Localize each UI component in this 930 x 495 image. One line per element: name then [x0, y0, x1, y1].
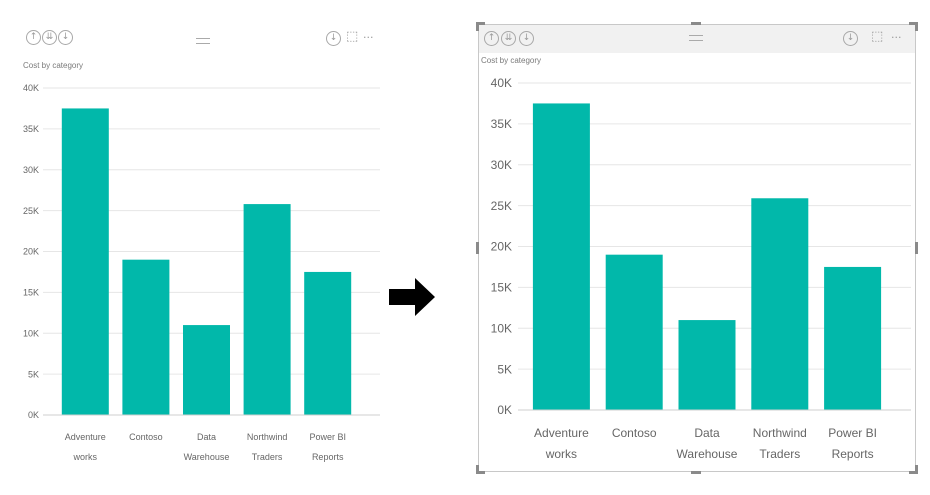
x-category-label: Reports: [312, 452, 344, 462]
drill-down-icon[interactable]: ↓: [519, 31, 534, 46]
download-icon[interactable]: ↓: [326, 31, 341, 46]
x-category-label: Warehouse: [184, 452, 230, 462]
x-category-label: Power BI: [309, 432, 346, 442]
bar[interactable]: [605, 254, 663, 410]
resize-handle[interactable]: [476, 471, 485, 474]
y-tick-label: 30K: [23, 165, 39, 175]
x-category-label: Contoso: [612, 426, 657, 440]
y-tick-label: 30K: [491, 158, 512, 172]
more-options-icon[interactable]: ···: [363, 31, 374, 44]
y-tick-label: 25K: [23, 206, 39, 216]
x-category-label: Data: [197, 432, 216, 442]
resize-handle[interactable]: [909, 22, 918, 25]
x-category-label: Warehouse: [677, 447, 738, 461]
y-tick-label: 15K: [491, 281, 512, 295]
drill-up-icon[interactable]: ↑: [484, 31, 499, 46]
y-tick-label: 35K: [491, 117, 512, 131]
resize-handle[interactable]: [915, 22, 918, 31]
y-tick-label: 10K: [23, 328, 39, 338]
left-visual: ↑ ⇊ ↓ ↓ ⬚ ··· Cost by category 0K 5K 10K 15…: [20, 24, 382, 470]
resize-handle[interactable]: [476, 22, 485, 25]
focus-mode-icon[interactable]: ⬚: [871, 29, 884, 44]
bar[interactable]: [751, 198, 809, 410]
y-tick-label: 5K: [497, 362, 512, 376]
x-category-label: Adventure: [65, 432, 106, 442]
right-arrow-icon: [389, 278, 435, 316]
bar[interactable]: [122, 259, 170, 415]
more-options-icon[interactable]: ···: [891, 31, 902, 44]
resize-handle[interactable]: [476, 242, 479, 254]
resize-handle[interactable]: [691, 22, 701, 25]
y-tick-label: 20K: [23, 247, 39, 257]
x-category-label: Traders: [252, 452, 283, 462]
x-category-label: Traders: [759, 447, 800, 461]
drill-down-icon[interactable]: ↓: [58, 30, 73, 45]
right-visual: ↑ ⇊ ↓ ↓ ⬚ ··· Cost by category 0K 5K 10K 15…: [476, 22, 918, 474]
y-tick-label: 0K: [497, 403, 512, 417]
resize-handle[interactable]: [691, 471, 701, 474]
bar[interactable]: [61, 108, 109, 415]
drill-up-icon[interactable]: ↑: [26, 30, 41, 45]
expand-all-down-icon[interactable]: ⇊: [501, 31, 516, 46]
visual-header: [479, 25, 915, 53]
x-category-label: Northwind: [247, 432, 288, 442]
x-category-label: Adventure: [534, 426, 589, 440]
y-tick-label: 20K: [491, 240, 512, 254]
x-category-label: Northwind: [753, 426, 807, 440]
y-tick-label: 5K: [28, 369, 39, 379]
resize-handle[interactable]: [915, 465, 918, 474]
x-category-label: works: [73, 452, 98, 462]
expand-all-down-icon[interactable]: ⇊: [42, 30, 57, 45]
drag-handle-icon[interactable]: [196, 38, 210, 44]
download-icon[interactable]: ↓: [843, 31, 858, 46]
x-category-label: works: [545, 447, 577, 461]
resize-handle[interactable]: [915, 242, 918, 254]
drag-handle-icon[interactable]: [689, 35, 703, 41]
x-category-label: Reports: [832, 447, 874, 461]
bar[interactable]: [304, 271, 352, 415]
y-tick-label: 40K: [23, 83, 39, 93]
y-tick-label: 35K: [23, 124, 39, 134]
y-tick-label: 10K: [491, 321, 512, 335]
y-tick-label: 40K: [491, 76, 512, 90]
resize-handle[interactable]: [476, 465, 479, 474]
focus-mode-icon[interactable]: ⬚: [346, 29, 359, 44]
bar[interactable]: [183, 325, 230, 415]
bar[interactable]: [243, 204, 291, 415]
bar-chart: 0K 5K 10K 15K 20K 25K 30K 35K 40K Adventure works C…: [23, 83, 380, 462]
x-category-label: Contoso: [129, 432, 163, 442]
bar-chart: 0K 5K 10K 15K 20K 25K 30K 35K 40K Adventure works C…: [491, 76, 911, 461]
bar[interactable]: [532, 103, 590, 410]
x-category-label: Power BI: [828, 426, 877, 440]
chart-title: Cost by category: [481, 56, 542, 65]
bar[interactable]: [678, 320, 736, 410]
bar[interactable]: [824, 266, 882, 410]
y-tick-label: 25K: [491, 199, 512, 213]
chart-title: Cost by category: [23, 61, 84, 70]
resize-handle[interactable]: [476, 22, 479, 31]
x-category-label: Data: [694, 426, 720, 440]
resize-handle[interactable]: [909, 471, 918, 474]
y-tick-label: 15K: [23, 288, 39, 298]
y-tick-label: 0K: [28, 410, 39, 420]
